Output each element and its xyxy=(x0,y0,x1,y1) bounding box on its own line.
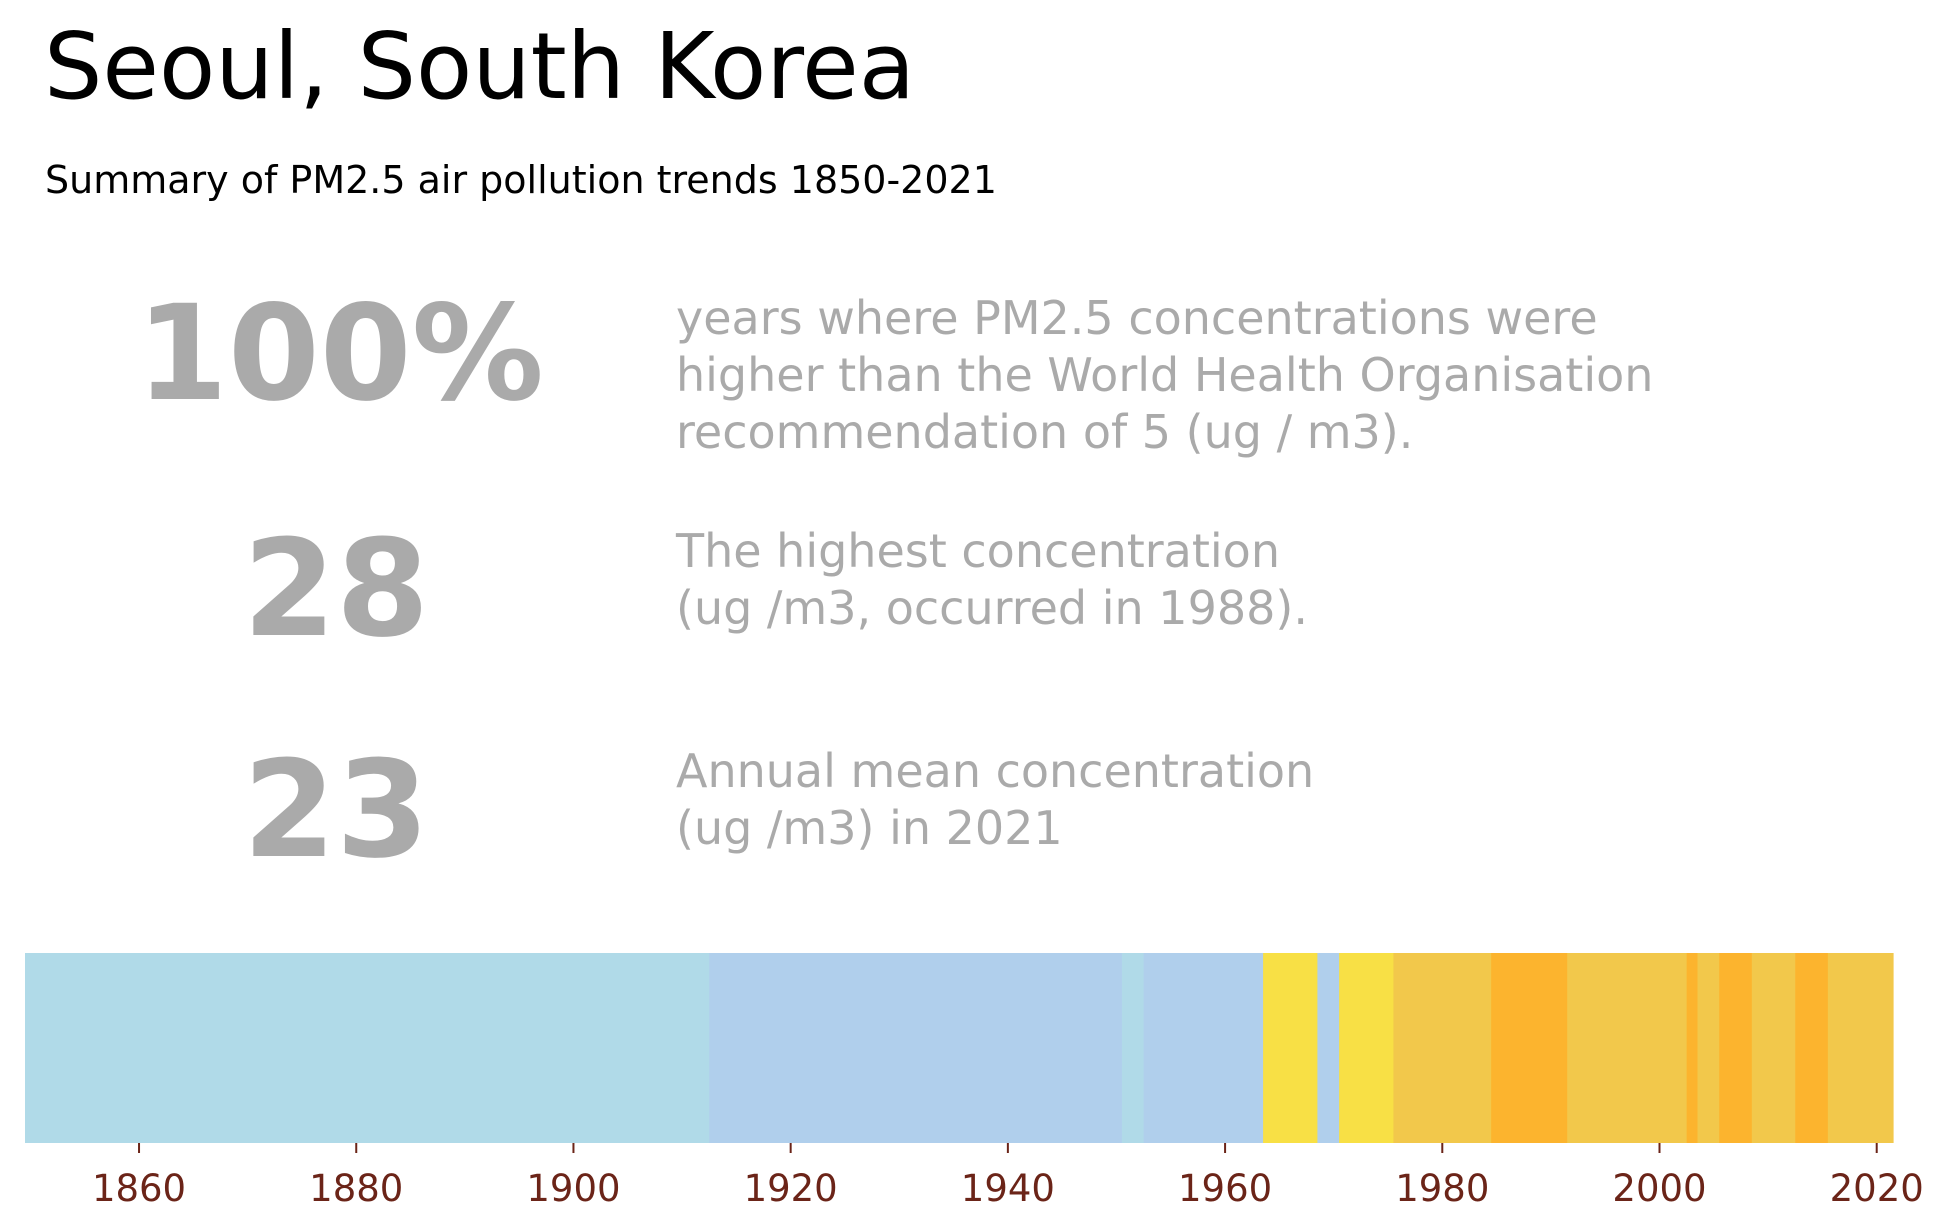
stripe-segment xyxy=(709,953,1123,1143)
x-tick-label: 2020 xyxy=(1830,1167,1924,1210)
stat-value-highest: 28 xyxy=(242,511,430,667)
stat-desc-line: (ug /m3) in 2021 xyxy=(676,801,1063,855)
page-title: Seoul, South Korea xyxy=(44,13,916,120)
x-tick-label: 2000 xyxy=(1612,1167,1706,1210)
stat-desc-line: years where PM2.5 concentrations were xyxy=(676,291,1598,345)
stat-value-annual-mean: 23 xyxy=(242,732,430,888)
stat-desc-line: (ug /m3, occurred in 1988). xyxy=(676,581,1308,635)
stripe-segment xyxy=(1317,953,1340,1143)
stripe-segment xyxy=(25,953,710,1143)
x-tick-label: 1900 xyxy=(526,1167,620,1210)
stripe-segment xyxy=(1143,953,1264,1143)
x-tick-label: 1880 xyxy=(309,1167,403,1210)
page-subtitle: Summary of PM2.5 air pollution trends 18… xyxy=(45,158,997,202)
stat-desc-exceedance: years where PM2.5 concentrations were hi… xyxy=(676,290,1653,461)
stat-desc-line: Annual mean concentration xyxy=(676,744,1315,798)
stripe-segment xyxy=(1686,953,1699,1143)
stripe-segment xyxy=(1719,953,1753,1143)
x-tick-label: 1940 xyxy=(961,1167,1055,1210)
stripe-segment xyxy=(1751,953,1796,1143)
stripe-segment xyxy=(1393,953,1492,1143)
stat-desc-highest: The highest concentration (ug /m3, occur… xyxy=(676,523,1308,637)
stripe-segment xyxy=(1567,953,1688,1143)
x-tick-label: 1980 xyxy=(1395,1167,1489,1210)
x-tick-label: 1860 xyxy=(92,1167,186,1210)
stripe-segment xyxy=(1491,953,1568,1143)
stat-value-exceedance: 100% xyxy=(136,277,544,431)
stripe-segment xyxy=(1827,953,1894,1143)
stat-desc-line: The highest concentration xyxy=(676,524,1280,578)
stripe-segment xyxy=(1121,953,1145,1143)
stat-desc-line: higher than the World Health Organisatio… xyxy=(676,348,1654,402)
stripe-segment xyxy=(1339,953,1395,1143)
stripe-segment xyxy=(1697,953,1720,1143)
stat-desc-line: recommendation of 5 (ug / m3). xyxy=(676,405,1414,459)
stat-desc-annual-mean: Annual mean concentration (ug /m3) in 20… xyxy=(676,743,1314,857)
stripe-segment xyxy=(1795,953,1829,1143)
x-tick-label: 1960 xyxy=(1178,1167,1272,1210)
stripe-segment xyxy=(1263,953,1318,1143)
x-tick-label: 1920 xyxy=(744,1167,838,1210)
